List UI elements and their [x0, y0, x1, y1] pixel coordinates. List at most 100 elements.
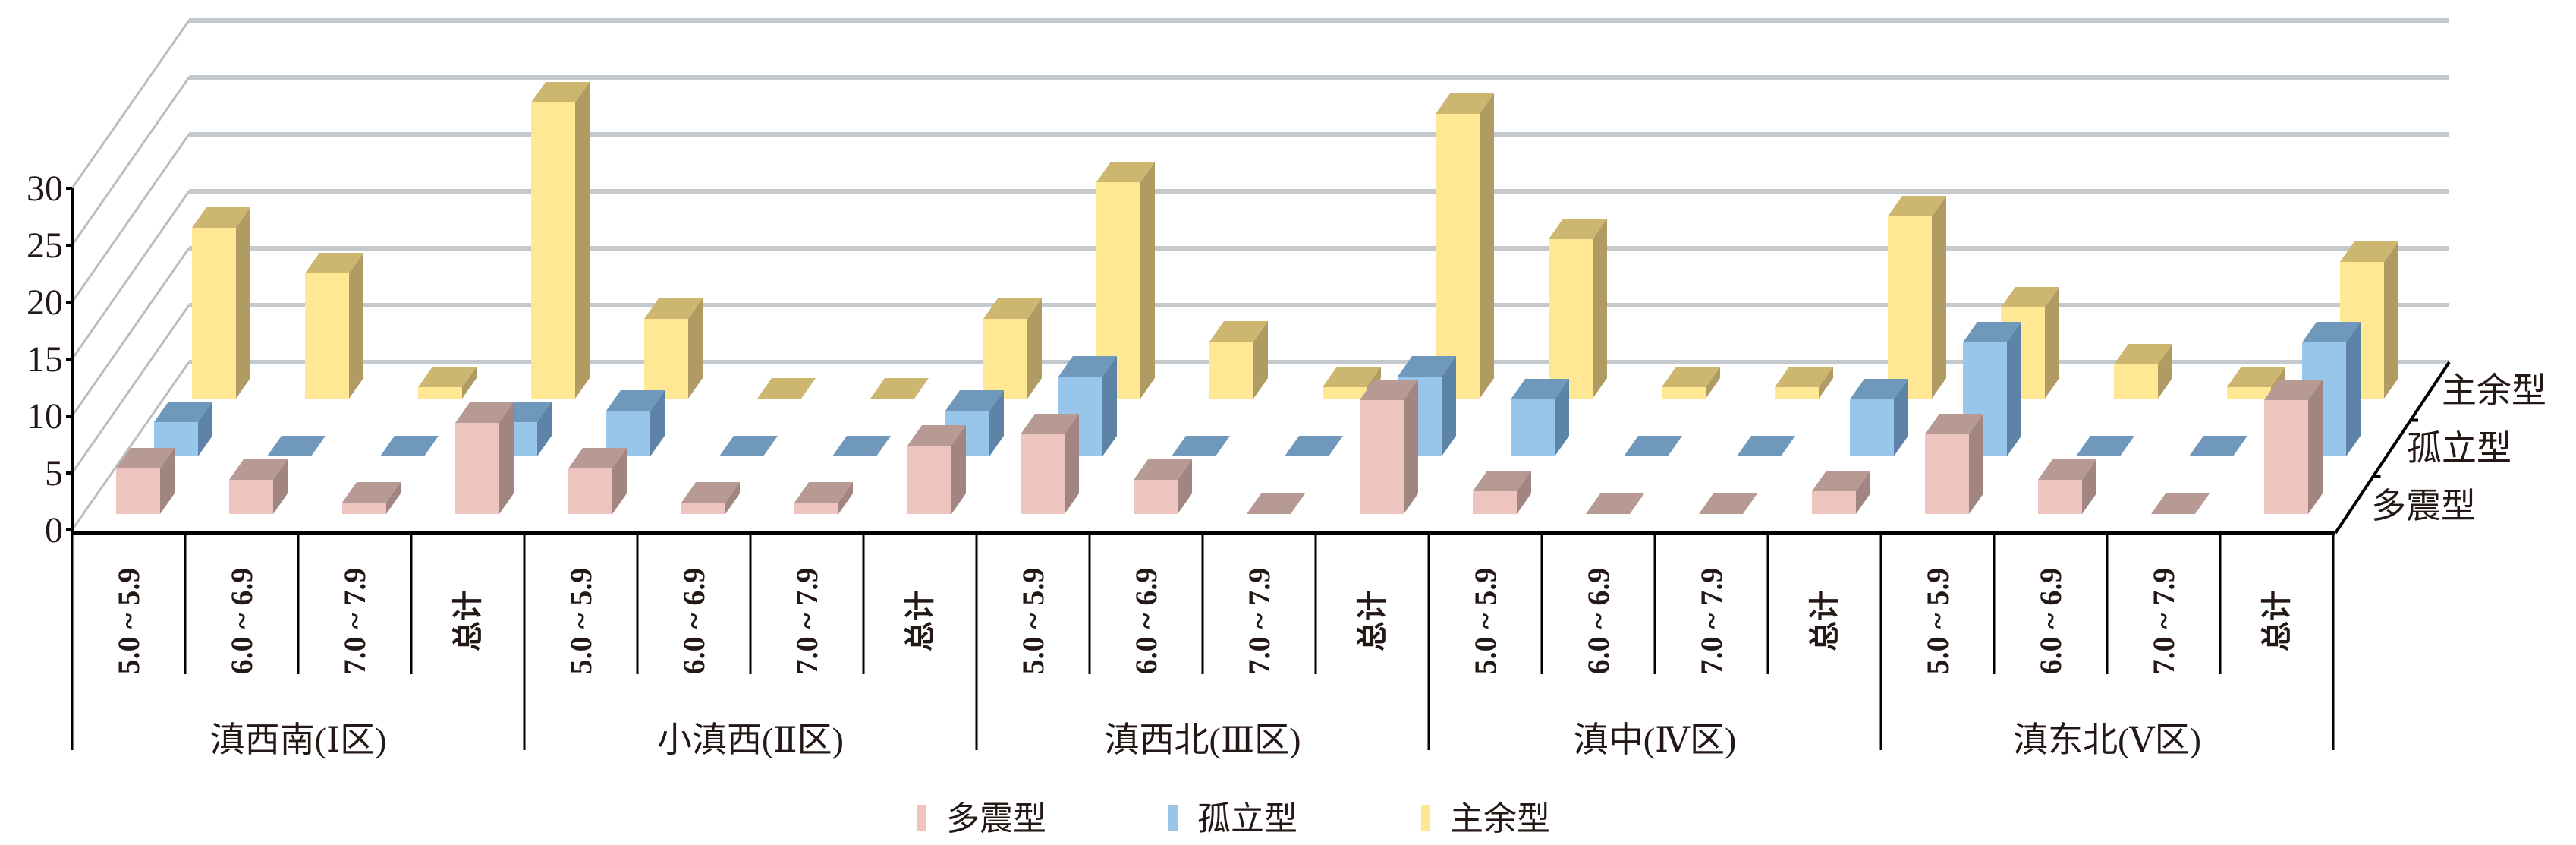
bar-front [2038, 480, 2082, 514]
bar-top [2001, 287, 2059, 307]
bar-2-12 [1549, 219, 1607, 399]
bar-top [983, 298, 1042, 319]
bar-top [418, 367, 477, 387]
bar-front [1134, 480, 1178, 514]
bar-front [1662, 387, 1706, 399]
legend-swatch [1421, 805, 1430, 831]
bar-side [1027, 298, 1042, 399]
group-label: 滇西北(Ⅲ区) [1105, 720, 1301, 759]
bar-1-16 [1963, 322, 2021, 456]
bar-side [160, 448, 175, 514]
bar-side [2384, 241, 2398, 399]
category-label: 总计 [1355, 591, 1389, 651]
bar-2-10 [1323, 367, 1381, 399]
bar-front [1473, 491, 1517, 514]
bar-top [2114, 344, 2172, 364]
category-label: 总计 [451, 591, 485, 651]
category-label: 5.0 ~ 5.9 [112, 568, 146, 675]
bar-front [531, 102, 575, 399]
bar-front [116, 468, 160, 514]
bar-side [650, 390, 665, 456]
bar-front [418, 387, 462, 399]
bar-0-0 [116, 448, 175, 514]
bar-2-15 [1888, 196, 1946, 399]
bar-0-7 [907, 425, 966, 514]
bar-top [644, 298, 703, 319]
category-label: 6.0 ~ 6.9 [2033, 568, 2068, 675]
legend-label: 主余型 [1450, 800, 1550, 837]
legend: 多震型 孤立型 主余型 [917, 800, 1550, 837]
bar-side [2346, 322, 2361, 456]
bar-front [1549, 239, 1593, 399]
bar-front [1323, 387, 1367, 399]
bar-top [1888, 196, 1946, 216]
bar-0-8 [1021, 414, 1079, 514]
bar-top [1586, 493, 1644, 514]
bar-1-13 [1624, 436, 1682, 456]
bar-front [192, 228, 236, 399]
legend-swatch [917, 805, 926, 831]
category-label: 7.0 ~ 7.9 [2147, 568, 2181, 675]
axis-labels: 0 5 10 15 20 25 30 5.0 ~ 5.9 6.0 ~ 6.9 7.0 ~ 7.9 总… [27, 169, 2546, 759]
bar-side [462, 367, 477, 399]
grid-diagonal [71, 134, 190, 303]
bar-2-14 [1775, 367, 1833, 399]
bar-top [945, 390, 1004, 411]
bar-0-15 [1812, 471, 1870, 514]
bar-0-10 [1247, 493, 1305, 514]
bar-front [907, 446, 951, 514]
bar-1-18 [2189, 436, 2247, 456]
bar-side [1404, 380, 1418, 514]
grid-diagonal [71, 77, 190, 246]
bar-side [1706, 367, 1720, 399]
bar-2-3 [531, 82, 590, 399]
bar-side [725, 482, 740, 514]
series-depth-label: 多震型 [2371, 487, 2476, 525]
category-label: 6.0 ~ 6.9 [1581, 568, 1615, 675]
bar-top [1473, 471, 1531, 491]
category-label: 总计 [2260, 591, 2294, 651]
bar-side [1894, 379, 1908, 456]
bar-top [794, 482, 853, 503]
bar-side [1517, 471, 1531, 514]
bar-top [1925, 414, 1983, 434]
bar-side [236, 207, 250, 399]
bar-side [612, 448, 627, 514]
bar-top [1096, 162, 1155, 182]
bar-top [1699, 493, 1757, 514]
bar-front [1850, 399, 1894, 456]
bar-2-5 [757, 378, 816, 399]
depth-axis-line [2334, 361, 2451, 534]
bar-0-3 [455, 402, 514, 514]
category-label: 7.0 ~ 7.9 [1242, 568, 1276, 675]
bar-side [2308, 380, 2323, 514]
grid-diagonal [71, 304, 190, 474]
bar-0-16 [1925, 414, 1983, 514]
bar-1-4 [606, 390, 665, 456]
category-label: 7.0 ~ 7.9 [338, 568, 372, 675]
bar-front [455, 423, 499, 514]
grid-diagonal [71, 248, 190, 417]
bar-front [1775, 387, 1819, 399]
bar-front [1511, 399, 1555, 456]
bar-front [1209, 342, 1253, 399]
bar-front [2227, 387, 2271, 399]
bar-side [1442, 356, 1456, 456]
bar-top [1624, 436, 1682, 456]
bar-top [1058, 356, 1117, 377]
bar-top [2038, 459, 2096, 480]
grid-diagonal [71, 361, 190, 531]
bar-top [1850, 379, 1908, 399]
bar-top [2076, 436, 2134, 456]
bar-2-11 [1436, 93, 1494, 399]
category-label: 5.0 ~ 5.9 [1016, 568, 1050, 675]
bar-front [2114, 364, 2158, 399]
bar-top [1172, 436, 1230, 456]
bar-side [1140, 162, 1155, 399]
bar-top [531, 82, 590, 102]
bar-top [2264, 380, 2323, 400]
y-tick-label: 10 [27, 396, 63, 437]
category-label: 总计 [1807, 591, 1842, 651]
bar-top [907, 425, 966, 446]
